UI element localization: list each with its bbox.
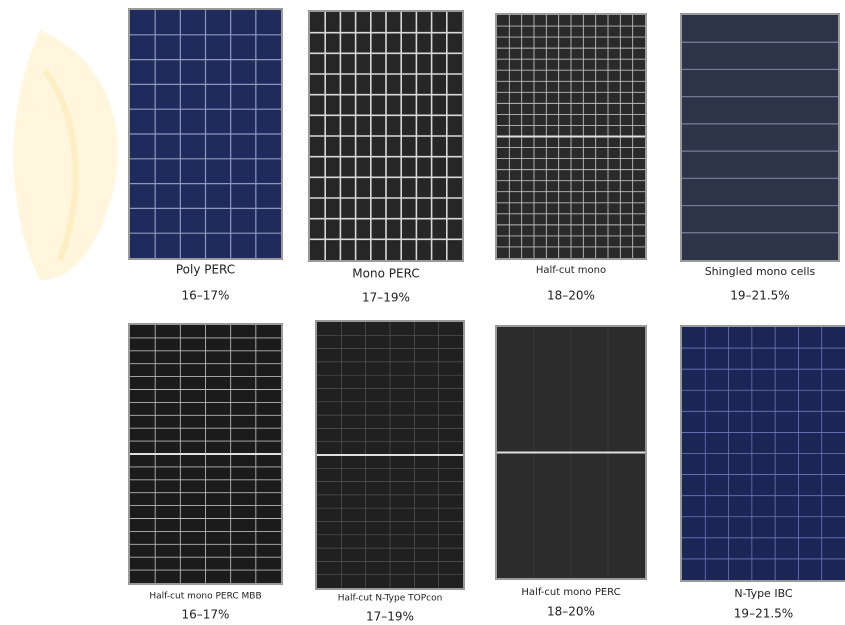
panel-surface [682, 15, 838, 260]
panel-name: Half-cut mono PERC MBB [149, 592, 261, 602]
panel-efficiency: 19–21.5% [734, 607, 793, 621]
panel-efficiency: 17–19% [362, 291, 410, 305]
panel-name: Mono PERC [352, 267, 419, 281]
solar-panel [680, 325, 845, 582]
panel-name: Half-cut mono [536, 265, 606, 276]
panel-efficiency: 18–20% [547, 289, 595, 303]
panel-name: Poly PERC [176, 263, 235, 277]
solar-panel [495, 325, 647, 580]
panel-name: N-Type IBC [734, 587, 793, 600]
solar-panel [308, 10, 464, 262]
solar-panel [680, 13, 840, 262]
panel-efficiency: 19–21.5% [730, 289, 789, 303]
panel-efficiency: 17–19% [366, 610, 414, 624]
panel-efficiency: 16–17% [182, 289, 230, 303]
solar-panel [128, 8, 283, 260]
solar-panel [128, 323, 283, 585]
solar-panel [495, 13, 647, 260]
background-logo-vein [42, 68, 79, 262]
panel-name: Half-cut mono PERC [521, 587, 620, 598]
panel-efficiency: 18–20% [547, 605, 595, 619]
panel-efficiency: 16–17% [182, 608, 230, 622]
background-logo [13, 30, 118, 280]
panel-name: Half-cut N-Type TOPcon [338, 594, 443, 604]
panel-name: Shingled mono cells [705, 265, 816, 278]
solar-panel [315, 320, 465, 590]
